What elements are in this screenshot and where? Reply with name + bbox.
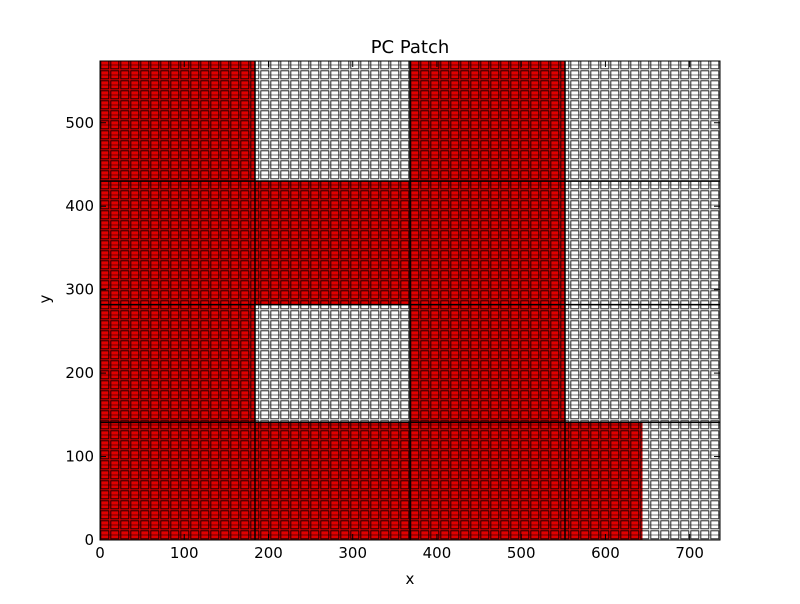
x-tick-label: 100	[170, 544, 199, 562]
y-tick-label: 400	[65, 197, 94, 215]
y-tick-label: 0	[84, 531, 94, 549]
chart-title: PC Patch	[371, 37, 450, 58]
x-axis-label: x	[406, 570, 415, 588]
x-tick-label: 300	[338, 544, 367, 562]
x-tick-label: 500	[507, 544, 536, 562]
x-tick-label: 700	[675, 544, 704, 562]
x-tick-label: 200	[254, 544, 283, 562]
y-tick-label: 100	[65, 448, 94, 466]
y-tick-label: 500	[65, 114, 94, 132]
x-tick-label: 600	[591, 544, 620, 562]
y-tick-label: 200	[65, 364, 94, 382]
y-axis-label: y	[36, 294, 54, 303]
x-tick-label: 400	[423, 544, 452, 562]
x-tick-label: 0	[95, 544, 105, 562]
y-tick-label: 300	[65, 281, 94, 299]
plot-area	[100, 61, 720, 540]
